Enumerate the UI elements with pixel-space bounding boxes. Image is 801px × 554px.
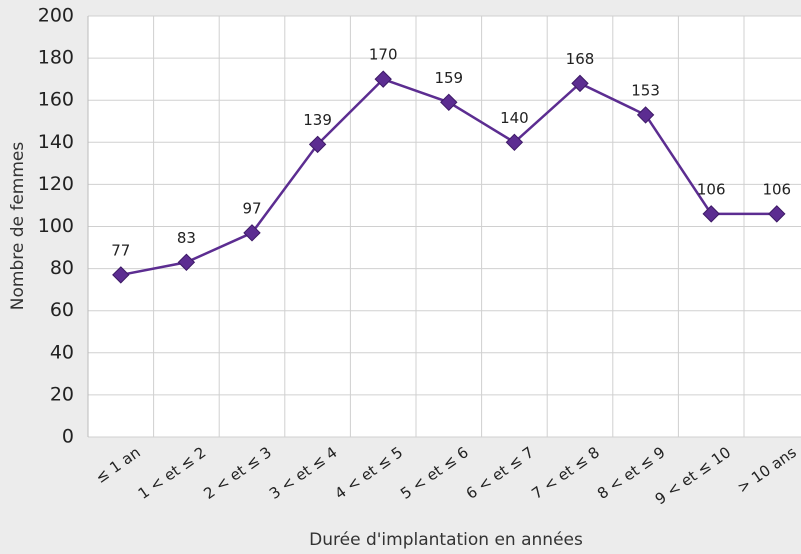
marker xyxy=(177,253,196,271)
data-label: 159 xyxy=(434,69,463,87)
y-tick-label: 160 xyxy=(38,89,74,111)
marker xyxy=(571,74,589,93)
data-label: 139 xyxy=(303,111,332,129)
marker xyxy=(308,135,327,154)
marker xyxy=(112,266,130,284)
y-tick-label: 0 xyxy=(62,426,74,448)
y-tick-label: 60 xyxy=(50,299,74,321)
y-tick-label: 200 xyxy=(38,5,74,27)
y-tick-label: 20 xyxy=(50,383,74,405)
data-label: 170 xyxy=(369,46,398,64)
y-axis-title: Nombre de femmes xyxy=(8,142,28,311)
y-tick-label: 140 xyxy=(38,131,74,153)
y-tick-label: 120 xyxy=(38,173,74,195)
marker xyxy=(768,205,786,223)
data-label: 106 xyxy=(697,180,726,198)
data-label: 168 xyxy=(566,50,595,68)
y-tick-label: 40 xyxy=(50,341,74,363)
data-label: 140 xyxy=(500,109,529,127)
y-tick-label: 100 xyxy=(38,215,74,237)
x-axis-title: Durée d'implantation en années xyxy=(309,530,583,550)
marker xyxy=(702,205,720,223)
marker xyxy=(243,224,261,242)
data-label: 77 xyxy=(111,241,130,259)
marker xyxy=(636,106,655,124)
data-label: 97 xyxy=(242,199,261,217)
data-label: 153 xyxy=(631,81,660,99)
data-label: 83 xyxy=(177,229,196,247)
y-tick-label: 80 xyxy=(50,257,74,279)
marker xyxy=(374,70,392,88)
y-tick-label: 180 xyxy=(38,47,74,69)
marker xyxy=(440,93,458,112)
marker xyxy=(505,133,524,152)
data-label: 106 xyxy=(762,180,791,198)
